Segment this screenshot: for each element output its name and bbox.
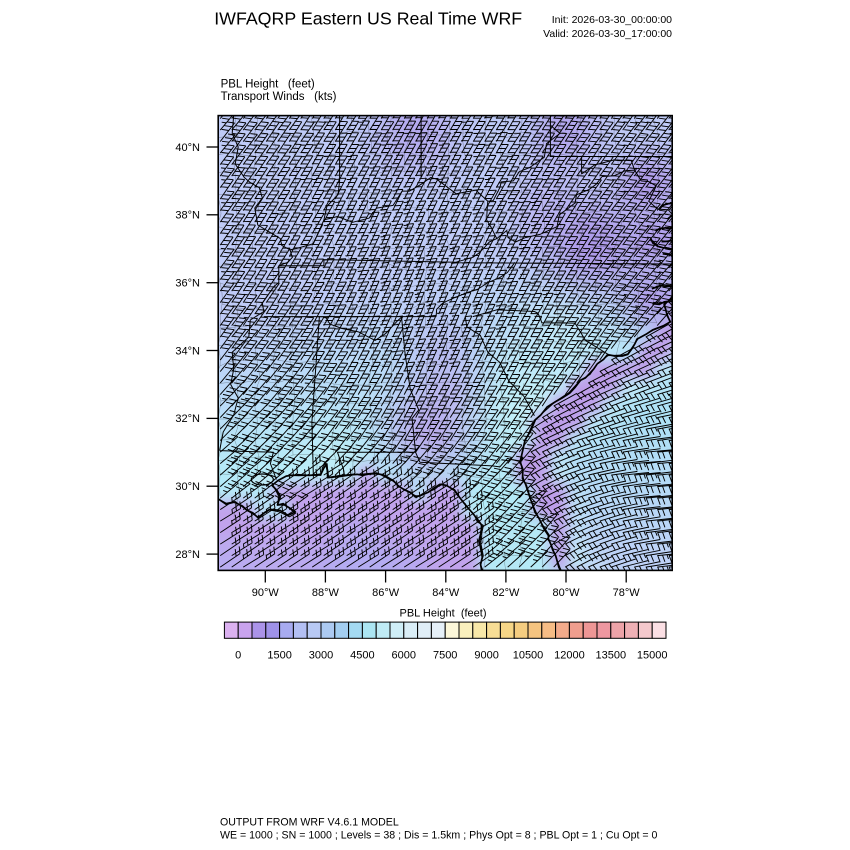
svg-text:80°W: 80°W xyxy=(552,587,580,599)
svg-text:IWFAQRP Eastern US Real Time W: IWFAQRP Eastern US Real Time WRF xyxy=(214,8,522,28)
svg-text:Init: 2026-03-30_00:00:00: Init: 2026-03-30_00:00:00 xyxy=(552,14,672,26)
svg-text:82°W: 82°W xyxy=(492,587,520,599)
svg-text:WE = 1000 ; SN = 1000 ; Levels: WE = 1000 ; SN = 1000 ; Levels = 38 ; Di… xyxy=(220,830,658,842)
svg-text:38°N: 38°N xyxy=(175,210,200,222)
svg-text:88°W: 88°W xyxy=(312,587,340,599)
svg-text:84°W: 84°W xyxy=(432,587,460,599)
svg-text:34°N: 34°N xyxy=(175,345,200,357)
svg-text:86°W: 86°W xyxy=(372,587,400,599)
svg-text:PBL Height (feet): PBL Height (feet) xyxy=(221,79,315,91)
svg-text:PBL Height (feet): PBL Height (feet) xyxy=(399,608,486,620)
svg-text:4500: 4500 xyxy=(350,650,374,662)
svg-text:6000: 6000 xyxy=(392,650,416,662)
svg-text:40°N: 40°N xyxy=(175,142,200,154)
svg-text:Valid: 2026-03-30_17:00:00: Valid: 2026-03-30_17:00:00 xyxy=(543,28,672,40)
svg-text:13500: 13500 xyxy=(596,650,627,662)
svg-text:12000: 12000 xyxy=(554,650,585,662)
svg-text:OUTPUT FROM WRF V4.6.1 MODEL: OUTPUT FROM WRF V4.6.1 MODEL xyxy=(220,817,399,829)
svg-text:78°W: 78°W xyxy=(613,587,641,599)
svg-text:32°N: 32°N xyxy=(175,413,200,425)
svg-text:90°W: 90°W xyxy=(252,587,280,599)
svg-text:30°N: 30°N xyxy=(175,481,200,493)
svg-text:1500: 1500 xyxy=(267,650,291,662)
svg-text:36°N: 36°N xyxy=(175,278,200,290)
svg-text:15000: 15000 xyxy=(637,650,668,662)
svg-text:10500: 10500 xyxy=(513,650,544,662)
svg-text:7500: 7500 xyxy=(433,650,457,662)
svg-text:28°N: 28°N xyxy=(175,549,200,561)
svg-text:3000: 3000 xyxy=(309,650,333,662)
svg-text:Transport Winds (kts): Transport Winds (kts) xyxy=(221,91,337,103)
svg-text:0: 0 xyxy=(235,650,241,662)
svg-text:9000: 9000 xyxy=(474,650,498,662)
